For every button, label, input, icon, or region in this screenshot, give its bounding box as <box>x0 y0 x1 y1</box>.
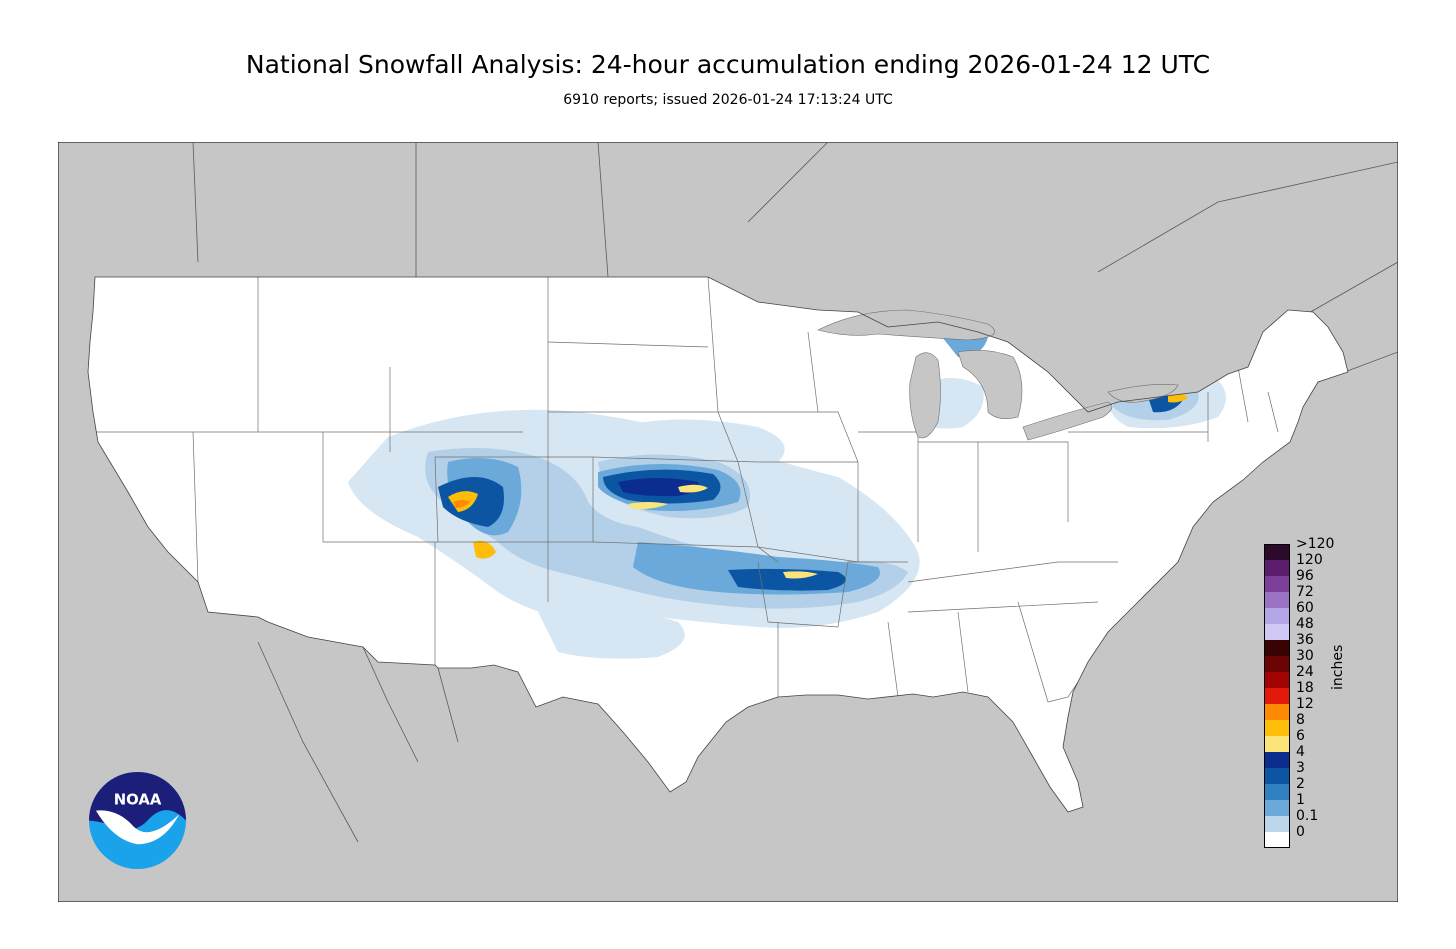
legend-swatch <box>1264 752 1290 768</box>
map-title: National Snowfall Analysis: 24-hour accu… <box>245 50 1211 79</box>
noaa-logo-text: NOAA <box>114 791 162 809</box>
legend-label: 3 <box>1296 760 1305 776</box>
legend-swatch <box>1264 800 1290 816</box>
legend-label: 24 <box>1296 664 1314 680</box>
legend-swatch <box>1264 816 1290 832</box>
legend-label: 2 <box>1296 776 1305 792</box>
snowfall-shading <box>348 330 1226 659</box>
legend-label: 12 <box>1296 696 1314 712</box>
legend-swatch <box>1264 624 1290 640</box>
legend-label: 1 <box>1296 792 1305 808</box>
foreign-borders <box>192 142 1398 843</box>
legend-swatch <box>1264 544 1290 560</box>
legend-units: inches <box>1330 644 1346 690</box>
legend-swatch <box>1264 576 1290 592</box>
us-outline <box>87 276 1349 813</box>
legend-swatch <box>1264 832 1290 848</box>
legend-label: 6 <box>1296 728 1305 744</box>
legend-label: 36 <box>1296 632 1314 648</box>
noaa-logo: NOAA <box>88 771 187 870</box>
legend-label: 8 <box>1296 712 1305 728</box>
legend-label: 48 <box>1296 616 1314 632</box>
legend-label: 30 <box>1296 648 1314 664</box>
snowfall-map <box>58 142 1398 902</box>
legend-frame <box>1264 544 1290 848</box>
legend-swatch <box>1264 608 1290 624</box>
legend-label: 120 <box>1296 552 1323 568</box>
legend-swatch <box>1264 704 1290 720</box>
legend-swatch <box>1264 736 1290 752</box>
legend-swatch <box>1264 672 1290 688</box>
legend-swatch <box>1264 592 1290 608</box>
legend-label: 96 <box>1296 568 1314 584</box>
legend-label: 4 <box>1296 744 1305 760</box>
legend-swatch <box>1264 720 1290 736</box>
map-subtitle: 6910 reports; issued 2026-01-24 17:13:24… <box>563 92 893 108</box>
state-borders <box>88 277 1279 703</box>
legend-label: 18 <box>1296 680 1314 696</box>
legend-swatch <box>1264 688 1290 704</box>
legend-swatch <box>1264 656 1290 672</box>
legend-label: >120 <box>1296 536 1335 552</box>
legend-swatch <box>1264 640 1290 656</box>
legend-swatch <box>1264 784 1290 800</box>
legend-label: 0.1 <box>1296 808 1319 824</box>
great-lakes <box>817 309 1179 441</box>
legend-label: 60 <box>1296 600 1314 616</box>
legend-swatch <box>1264 768 1290 784</box>
legend-label: 0 <box>1296 824 1305 840</box>
legend-label: 72 <box>1296 584 1314 600</box>
legend-swatch <box>1264 560 1290 576</box>
